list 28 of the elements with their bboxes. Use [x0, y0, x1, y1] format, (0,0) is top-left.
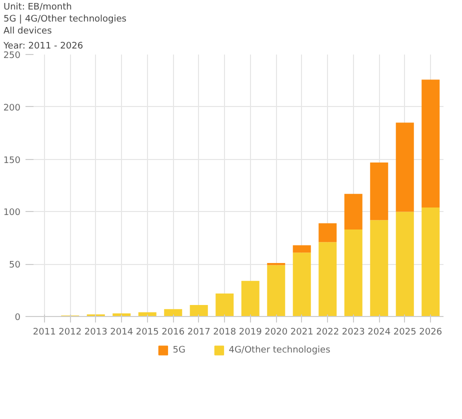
x-tick-label: 2020 — [264, 328, 288, 338]
x-tick-label: 2024 — [368, 328, 391, 338]
y-tick-label: 50 — [9, 260, 21, 271]
x-tick-label: 2021 — [290, 328, 314, 338]
y-tick-label: 250 — [3, 51, 21, 61]
text: 5G | 4G/Other technologies — [4, 14, 127, 24]
x-tick-label: 2014 — [110, 328, 134, 338]
chart-title: Unit: EB/month — [4, 2, 72, 12]
x-tick-label: 2017 — [187, 328, 210, 338]
y-tick-label: 100 — [3, 208, 21, 218]
x-tick-label: 2011 — [32, 328, 56, 338]
x-tick-label: 2015 — [136, 328, 159, 338]
y-tick-label: 200 — [3, 103, 21, 114]
text: All devices — [4, 26, 52, 36]
legend-label: 5G — [172, 345, 186, 355]
y-tick-label: 150 — [3, 156, 21, 166]
x-tick-label: 2026 — [419, 328, 442, 338]
x-tick-label: 2012 — [58, 328, 82, 338]
x-tick-label: 2013 — [84, 328, 108, 338]
x-tick-label: 2022 — [316, 328, 340, 338]
x-tick-label: 2018 — [213, 328, 236, 338]
x-tick-label: 2025 — [393, 328, 416, 338]
legend-label: 4G/Other technologies — [228, 345, 330, 355]
x-tick-label: 2019 — [238, 328, 262, 338]
x-tick-label: 2023 — [342, 328, 365, 338]
y-tick-label: 0 — [14, 313, 21, 323]
x-tick-label: 2016 — [162, 328, 185, 338]
text: Year: 2011 - 2026 — [2, 42, 84, 52]
